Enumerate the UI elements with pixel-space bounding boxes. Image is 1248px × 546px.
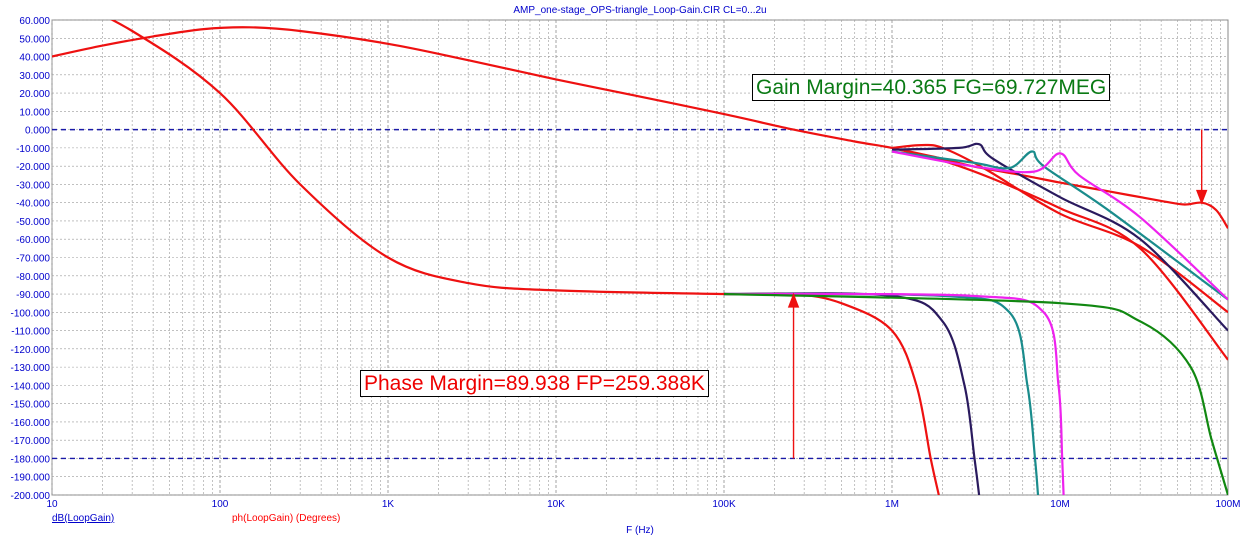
y-tick-label: 50.000 — [19, 34, 50, 45]
x-tick-label: 1K — [382, 499, 395, 510]
y-tick-label: -120.000 — [11, 345, 51, 356]
margin-arrow-head — [1195, 189, 1208, 205]
x-axis-label: F (Hz) — [626, 525, 654, 536]
y-tick-label: -90.000 — [16, 290, 50, 301]
y-tick-label: -130.000 — [11, 363, 51, 374]
y-tick-label: 60.000 — [19, 16, 50, 27]
x-tick-label: 10 — [46, 499, 58, 510]
x-tick-label: 10M — [1050, 499, 1069, 510]
y-tick-label: 40.000 — [19, 53, 50, 64]
y-tick-label: -110.000 — [11, 327, 50, 338]
y-tick-label: 30.000 — [19, 71, 50, 82]
y-tick-label: 10.000 — [19, 107, 50, 118]
y-tick-label: -60.000 — [16, 235, 50, 246]
gain-curve-red-2 — [891, 143, 1228, 314]
phase-curve-red-6 — [110, 20, 940, 495]
y-tick-label: -150.000 — [11, 400, 51, 411]
y-tick-label: -170.000 — [11, 436, 51, 447]
y-tick-label: -40.000 — [16, 199, 50, 210]
x-tick-label: 10K — [547, 499, 565, 510]
y-tick-label: -50.000 — [16, 217, 50, 228]
y-tick-label: -160.000 — [11, 418, 51, 429]
y-tick-label: -80.000 — [16, 272, 50, 283]
y-tick-label: 0.000 — [25, 126, 50, 137]
gain-curve-red-0 — [52, 26, 1228, 229]
margin-arrow-head — [787, 292, 800, 308]
phase-curve-magenta-9 — [723, 292, 1065, 495]
gain-curve-navy-3 — [891, 142, 1228, 332]
y-axis-label-phase: ph(LoopGain) (Degrees) — [232, 513, 341, 524]
x-tick-label: 1M — [885, 499, 899, 510]
y-tick-label: -140.000 — [11, 381, 51, 392]
phase-curve-green-10 — [723, 292, 1228, 495]
chart-title: AMP_one-stage_OPS-triangle_Loop-Gain.CIR… — [513, 5, 767, 16]
y-tick-label: -20.000 — [16, 162, 50, 173]
gain-curve-teal-4 — [891, 150, 1228, 301]
gain-margin-annotation: Gain Margin=40.365 FG=69.727MEG — [752, 74, 1111, 101]
phase-margin-annotation: Phase Margin=89.938 FP=259.388K — [360, 370, 709, 397]
y-tick-label: -30.000 — [16, 180, 50, 191]
y-axis-label-gain: dB(LoopGain) — [52, 513, 115, 524]
y-tick-label: -180.000 — [11, 454, 51, 465]
x-tick-label: 100M — [1215, 499, 1240, 510]
y-tick-label: -190.000 — [11, 473, 51, 484]
y-tick-label: -70.000 — [16, 254, 50, 265]
x-tick-label: 100 — [212, 499, 229, 510]
gain-curve-magenta-5 — [891, 150, 1228, 301]
x-tick-label: 100K — [712, 499, 736, 510]
y-tick-label: -10.000 — [16, 144, 50, 155]
y-tick-label: -100.000 — [11, 308, 51, 319]
y-tick-label: -200.000 — [11, 491, 51, 502]
y-tick-label: 20.000 — [19, 89, 50, 100]
